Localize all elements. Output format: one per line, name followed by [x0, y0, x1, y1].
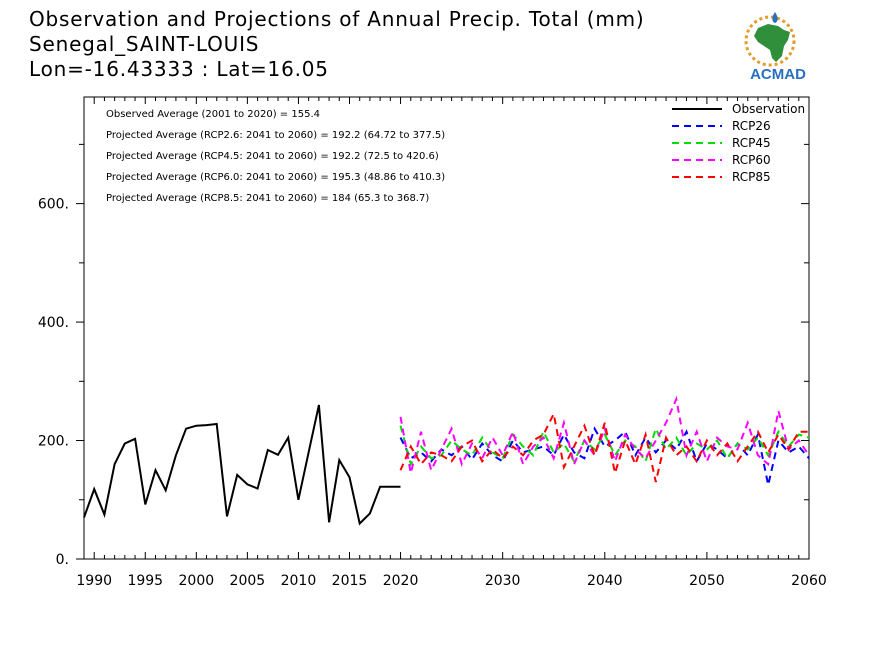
legend-label: RCP85 — [732, 170, 771, 184]
series-line-rcp26 — [399, 426, 810, 486]
legend-label: RCP26 — [732, 119, 771, 133]
x-tick-label: 2010 — [281, 573, 317, 589]
y-tick-label: 200. — [38, 434, 69, 450]
legend-label: RCP45 — [732, 136, 771, 150]
x-tick-label: 2000 — [179, 573, 215, 589]
x-tick-label: 2020 — [383, 573, 419, 589]
station-name: Senegal_SAINT-LOUIS — [29, 32, 260, 56]
legend-label: Observation — [732, 102, 805, 116]
series-line-rcp85 — [399, 410, 809, 483]
series-line-rcp45 — [399, 425, 810, 467]
legend-label: RCP60 — [732, 153, 771, 167]
x-tick-label: 2030 — [485, 573, 521, 589]
africa-map-icon — [744, 12, 796, 67]
station-coordinates: Lon=-16.43333 : Lat=16.05 — [29, 57, 329, 81]
series-line-observation — [83, 404, 401, 526]
x-tick-label: 2040 — [587, 573, 623, 589]
chart-title: Observation and Projections of Annual Pr… — [29, 7, 645, 31]
average-annotation: Observed Average (2001 to 2020) = 155.4 — [106, 109, 320, 120]
logo-text: ACMAD — [750, 66, 806, 83]
x-tick-label: 1995 — [127, 573, 163, 589]
x-tick-label: 2005 — [230, 573, 266, 589]
average-annotation: Projected Average (RCP4.5: 2041 to 2060)… — [106, 151, 439, 162]
x-tick-label: 2050 — [689, 573, 725, 589]
average-annotation: Projected Average (RCP2.6: 2041 to 2060)… — [106, 130, 445, 141]
x-tick-label: 1990 — [76, 573, 112, 589]
y-tick-label: 600. — [38, 197, 69, 213]
x-tick-label: 2060 — [791, 573, 827, 589]
x-tick-label: 2015 — [332, 573, 368, 589]
acmad-logo: ACMAD — [744, 12, 806, 83]
plot-frame — [83, 96, 810, 560]
y-tick-label: 0. — [56, 552, 69, 568]
average-annotation: Projected Average (RCP8.5: 2041 to 2060)… — [106, 193, 429, 204]
series-line-rcp60 — [399, 395, 810, 474]
y-tick-label: 400. — [38, 315, 69, 331]
average-annotation: Projected Average (RCP6.0: 2041 to 2060)… — [106, 172, 445, 183]
